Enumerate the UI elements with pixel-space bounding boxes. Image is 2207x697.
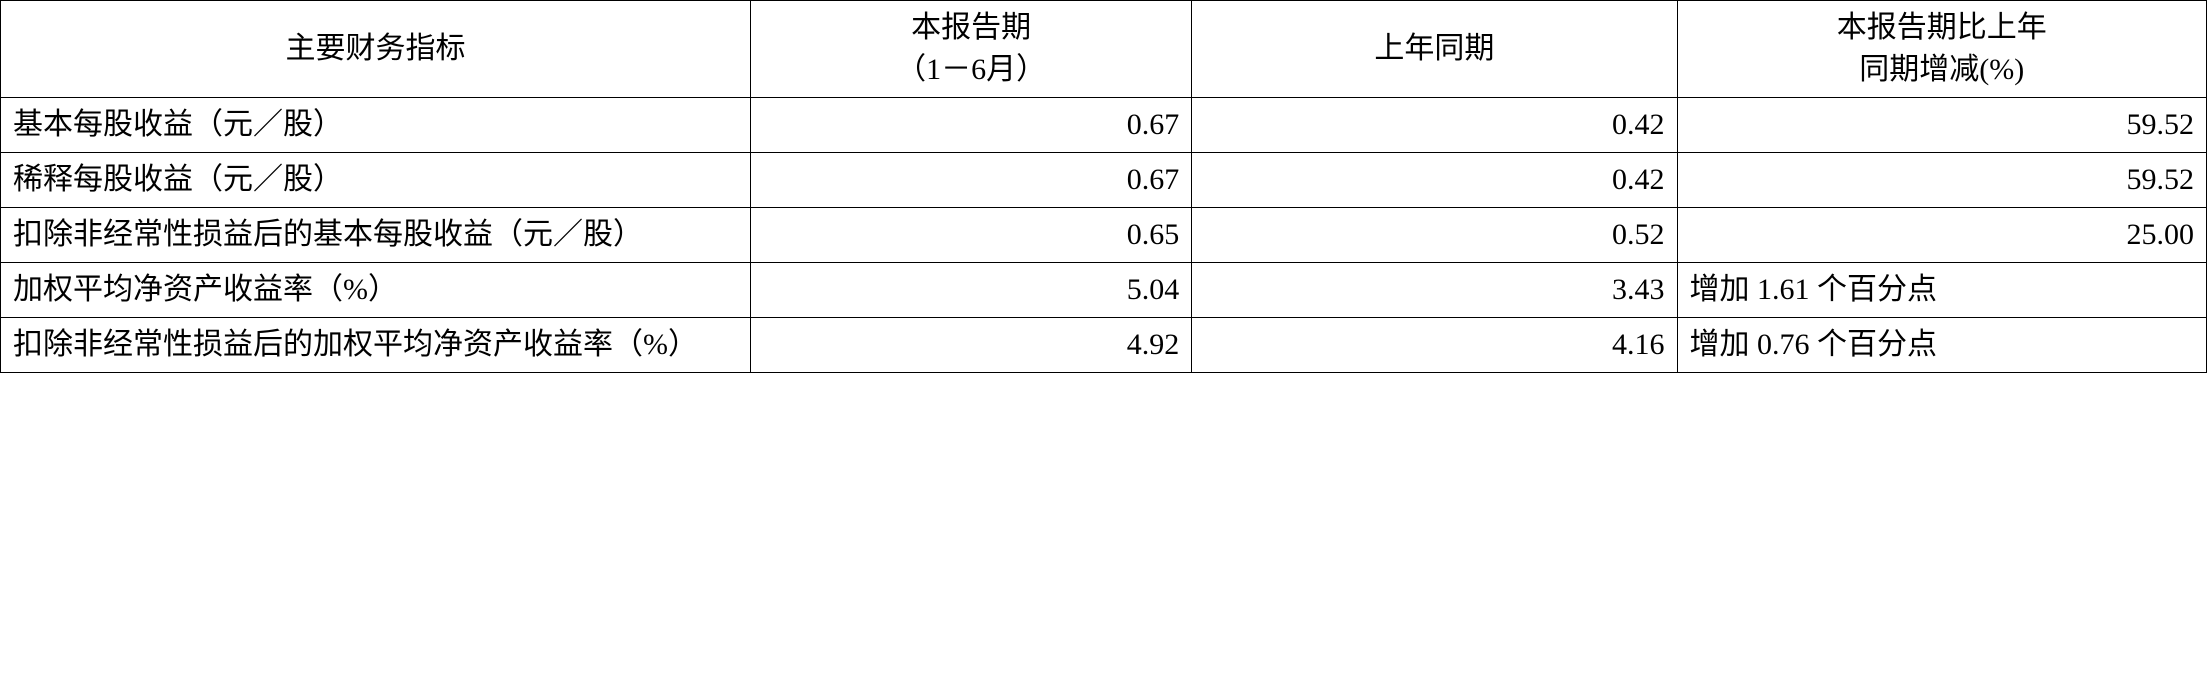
table-body: 基本每股收益（元／股） 0.67 0.42 59.52 稀释每股收益（元／股） … — [1, 98, 2207, 373]
header-change-line2: 同期增减(%) — [1690, 49, 2194, 91]
row-change: 59.52 — [1677, 153, 2206, 208]
row-current: 0.65 — [751, 208, 1192, 263]
financial-indicators-table: 主要财务指标 本报告期 （1－6月） 上年同期 本报告期比上年 同期增减(%) … — [0, 0, 2207, 373]
row-current: 0.67 — [751, 153, 1192, 208]
row-prior: 0.52 — [1192, 208, 1677, 263]
row-label: 扣除非经常性损益后的基本每股收益（元／股） — [1, 208, 751, 263]
header-current-line2: （1－6月） — [763, 49, 1179, 91]
header-indicator-line1: 主要财务指标 — [13, 28, 738, 70]
row-label: 加权平均净资产收益率（%） — [1, 263, 751, 318]
row-prior: 4.16 — [1192, 318, 1677, 373]
table-row: 扣除非经常性损益后的加权平均净资产收益率（%） 4.92 4.16 增加 0.7… — [1, 318, 2207, 373]
table-header-row: 主要财务指标 本报告期 （1－6月） 上年同期 本报告期比上年 同期增减(%) — [1, 1, 2207, 98]
row-label: 稀释每股收益（元／股） — [1, 153, 751, 208]
table-row: 基本每股收益（元／股） 0.67 0.42 59.52 — [1, 98, 2207, 153]
row-change: 增加 0.76 个百分点 — [1677, 318, 2206, 373]
row-change: 增加 1.61 个百分点 — [1677, 263, 2206, 318]
row-label: 基本每股收益（元／股） — [1, 98, 751, 153]
header-change: 本报告期比上年 同期增减(%) — [1677, 1, 2206, 98]
header-change-line1: 本报告期比上年 — [1690, 7, 2194, 49]
row-current: 4.92 — [751, 318, 1192, 373]
table-row: 加权平均净资产收益率（%） 5.04 3.43 增加 1.61 个百分点 — [1, 263, 2207, 318]
row-prior: 0.42 — [1192, 153, 1677, 208]
row-label: 扣除非经常性损益后的加权平均净资产收益率（%） — [1, 318, 751, 373]
row-change: 25.00 — [1677, 208, 2206, 263]
header-current-period: 本报告期 （1－6月） — [751, 1, 1192, 98]
table-row: 扣除非经常性损益后的基本每股收益（元／股） 0.65 0.52 25.00 — [1, 208, 2207, 263]
header-indicator: 主要财务指标 — [1, 1, 751, 98]
header-prior-line1: 上年同期 — [1204, 28, 1664, 70]
header-prior-period: 上年同期 — [1192, 1, 1677, 98]
row-prior: 3.43 — [1192, 263, 1677, 318]
row-current: 0.67 — [751, 98, 1192, 153]
row-prior: 0.42 — [1192, 98, 1677, 153]
table-row: 稀释每股收益（元／股） 0.67 0.42 59.52 — [1, 153, 2207, 208]
row-current: 5.04 — [751, 263, 1192, 318]
header-current-line1: 本报告期 — [763, 7, 1179, 49]
row-change: 59.52 — [1677, 98, 2206, 153]
